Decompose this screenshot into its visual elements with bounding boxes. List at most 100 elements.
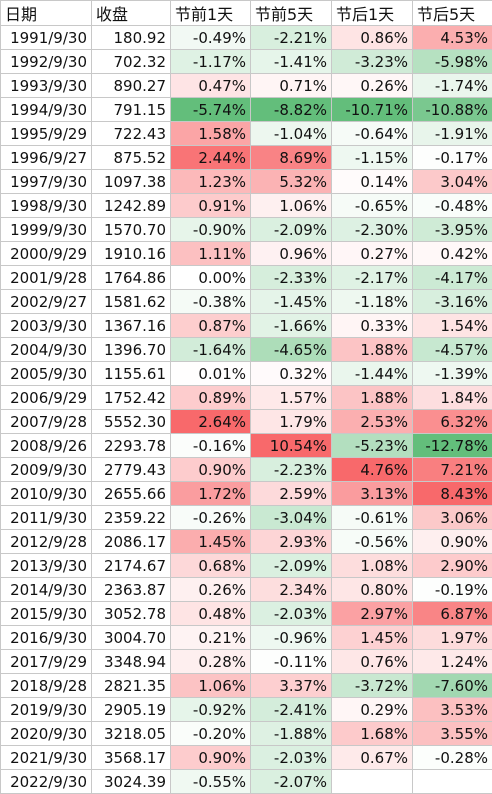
cell-post-1d[interactable] bbox=[332, 770, 413, 794]
cell-post-1d[interactable]: -10.71% bbox=[332, 98, 413, 122]
cell-post-5d[interactable]: 7.21% bbox=[413, 458, 492, 482]
cell-pre-5d[interactable]: -2.09% bbox=[251, 554, 332, 578]
cell-date[interactable]: 2019/9/30 bbox=[1, 698, 92, 722]
cell-date[interactable]: 2009/9/30 bbox=[1, 458, 92, 482]
cell-pre-5d[interactable]: 1.79% bbox=[251, 410, 332, 434]
cell-post-1d[interactable]: -2.17% bbox=[332, 266, 413, 290]
cell-pre-5d[interactable]: 2.59% bbox=[251, 482, 332, 506]
cell-close[interactable]: 2086.17 bbox=[92, 530, 171, 554]
cell-pre-1d[interactable]: 0.21% bbox=[171, 626, 251, 650]
cell-pre-5d[interactable]: 5.32% bbox=[251, 170, 332, 194]
cell-post-1d[interactable]: -1.44% bbox=[332, 362, 413, 386]
cell-post-1d[interactable]: 1.68% bbox=[332, 722, 413, 746]
cell-post-1d[interactable]: 2.53% bbox=[332, 410, 413, 434]
cell-date[interactable]: 1996/9/27 bbox=[1, 146, 92, 170]
cell-pre-5d[interactable]: 1.57% bbox=[251, 386, 332, 410]
cell-pre-1d[interactable]: 0.26% bbox=[171, 578, 251, 602]
cell-post-1d[interactable]: 2.97% bbox=[332, 602, 413, 626]
cell-date[interactable]: 2020/9/30 bbox=[1, 722, 92, 746]
cell-date[interactable]: 2008/9/26 bbox=[1, 434, 92, 458]
cell-post-1d[interactable]: -0.65% bbox=[332, 194, 413, 218]
cell-close[interactable]: 791.15 bbox=[92, 98, 171, 122]
cell-pre-1d[interactable]: 0.89% bbox=[171, 386, 251, 410]
cell-close[interactable]: 3052.78 bbox=[92, 602, 171, 626]
cell-close[interactable]: 3024.39 bbox=[92, 770, 171, 794]
cell-date[interactable]: 1992/9/30 bbox=[1, 50, 92, 74]
cell-pre-1d[interactable]: -0.16% bbox=[171, 434, 251, 458]
cell-post-1d[interactable]: 1.08% bbox=[332, 554, 413, 578]
cell-post-1d[interactable]: 0.27% bbox=[332, 242, 413, 266]
cell-date[interactable]: 2001/9/28 bbox=[1, 266, 92, 290]
cell-post-1d[interactable]: 0.33% bbox=[332, 314, 413, 338]
cell-post-5d[interactable]: 0.42% bbox=[413, 242, 492, 266]
cell-close[interactable]: 1097.38 bbox=[92, 170, 171, 194]
cell-pre-5d[interactable]: 0.32% bbox=[251, 362, 332, 386]
cell-pre-1d[interactable]: 1.11% bbox=[171, 242, 251, 266]
cell-post-1d[interactable]: -2.30% bbox=[332, 218, 413, 242]
cell-post-1d[interactable]: -1.15% bbox=[332, 146, 413, 170]
cell-pre-1d[interactable]: 1.23% bbox=[171, 170, 251, 194]
cell-close[interactable]: 2779.43 bbox=[92, 458, 171, 482]
cell-post-1d[interactable]: 0.67% bbox=[332, 746, 413, 770]
cell-post-5d[interactable]: -0.48% bbox=[413, 194, 492, 218]
cell-close[interactable]: 2905.19 bbox=[92, 698, 171, 722]
cell-close[interactable]: 702.32 bbox=[92, 50, 171, 74]
cell-post-1d[interactable]: 0.14% bbox=[332, 170, 413, 194]
cell-date[interactable]: 2012/9/28 bbox=[1, 530, 92, 554]
cell-date[interactable]: 2013/9/30 bbox=[1, 554, 92, 578]
cell-post-5d[interactable]: -1.91% bbox=[413, 122, 492, 146]
cell-date[interactable]: 2006/9/29 bbox=[1, 386, 92, 410]
cell-pre-1d[interactable]: -0.38% bbox=[171, 290, 251, 314]
cell-post-5d[interactable]: 2.90% bbox=[413, 554, 492, 578]
cell-pre-5d[interactable]: -0.96% bbox=[251, 626, 332, 650]
cell-pre-5d[interactable]: -3.04% bbox=[251, 506, 332, 530]
cell-pre-1d[interactable]: -1.17% bbox=[171, 50, 251, 74]
cell-pre-1d[interactable]: 1.72% bbox=[171, 482, 251, 506]
cell-pre-1d[interactable]: -5.74% bbox=[171, 98, 251, 122]
cell-pre-5d[interactable]: -2.09% bbox=[251, 218, 332, 242]
cell-pre-5d[interactable]: -2.07% bbox=[251, 770, 332, 794]
cell-close[interactable]: 1581.62 bbox=[92, 290, 171, 314]
cell-post-5d[interactable]: 1.24% bbox=[413, 650, 492, 674]
cell-date[interactable]: 1999/9/30 bbox=[1, 218, 92, 242]
cell-post-5d[interactable]: -10.88% bbox=[413, 98, 492, 122]
cell-post-5d[interactable]: -0.28% bbox=[413, 746, 492, 770]
cell-post-5d[interactable]: 0.90% bbox=[413, 530, 492, 554]
header-pre-1d[interactable]: 节前1天 bbox=[171, 1, 251, 26]
cell-date[interactable]: 1993/9/30 bbox=[1, 74, 92, 98]
cell-pre-5d[interactable]: -1.66% bbox=[251, 314, 332, 338]
cell-post-1d[interactable]: 0.29% bbox=[332, 698, 413, 722]
header-post-1d[interactable]: 节后1天 bbox=[332, 1, 413, 26]
cell-close[interactable]: 1367.16 bbox=[92, 314, 171, 338]
header-close[interactable]: 收盘 bbox=[92, 1, 171, 26]
cell-post-5d[interactable]: 1.84% bbox=[413, 386, 492, 410]
cell-post-5d[interactable]: 4.53% bbox=[413, 26, 492, 50]
cell-close[interactable]: 875.52 bbox=[92, 146, 171, 170]
cell-pre-5d[interactable]: 0.96% bbox=[251, 242, 332, 266]
cell-close[interactable]: 2174.67 bbox=[92, 554, 171, 578]
cell-date[interactable]: 1991/9/30 bbox=[1, 26, 92, 50]
cell-close[interactable]: 5552.30 bbox=[92, 410, 171, 434]
cell-date[interactable]: 2015/9/30 bbox=[1, 602, 92, 626]
cell-date[interactable]: 2016/9/30 bbox=[1, 626, 92, 650]
cell-post-5d[interactable]: -1.39% bbox=[413, 362, 492, 386]
cell-post-1d[interactable]: 0.26% bbox=[332, 74, 413, 98]
cell-pre-5d[interactable]: -2.41% bbox=[251, 698, 332, 722]
cell-pre-1d[interactable]: 0.47% bbox=[171, 74, 251, 98]
cell-date[interactable]: 2000/9/29 bbox=[1, 242, 92, 266]
cell-post-5d[interactable]: -0.17% bbox=[413, 146, 492, 170]
cell-post-5d[interactable]: -3.95% bbox=[413, 218, 492, 242]
header-post-5d[interactable]: 节后5天 bbox=[413, 1, 492, 26]
cell-close[interactable]: 1752.42 bbox=[92, 386, 171, 410]
cell-date[interactable]: 1995/9/29 bbox=[1, 122, 92, 146]
cell-pre-5d[interactable]: 8.69% bbox=[251, 146, 332, 170]
cell-pre-1d[interactable]: 1.45% bbox=[171, 530, 251, 554]
cell-post-1d[interactable]: 1.45% bbox=[332, 626, 413, 650]
cell-date[interactable]: 2017/9/29 bbox=[1, 650, 92, 674]
cell-close[interactable]: 890.27 bbox=[92, 74, 171, 98]
cell-pre-5d[interactable]: 2.93% bbox=[251, 530, 332, 554]
cell-pre-5d[interactable]: -1.45% bbox=[251, 290, 332, 314]
header-date[interactable]: 日期 bbox=[1, 1, 92, 26]
cell-post-1d[interactable]: -0.56% bbox=[332, 530, 413, 554]
cell-close[interactable]: 2363.87 bbox=[92, 578, 171, 602]
